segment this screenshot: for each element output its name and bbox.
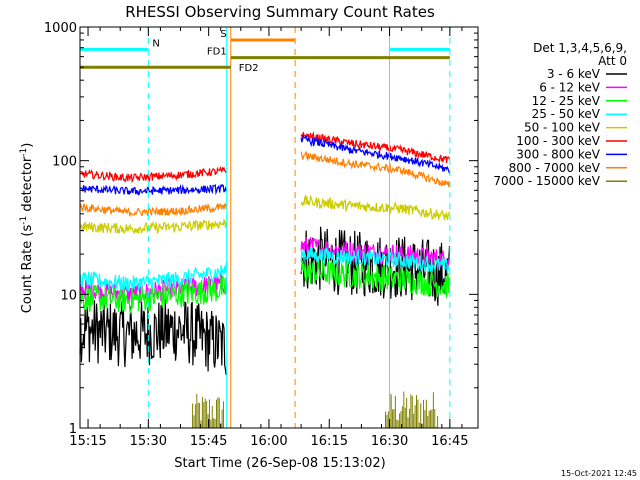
x-tick-label-2: 15:45: [190, 434, 227, 449]
flag-label-4: FD2: [239, 63, 259, 74]
legend-title-line1: Det 1,3,4,5,6,9,: [533, 41, 627, 55]
legend-label-7: 800 - 7000 keV: [509, 161, 601, 175]
axes-frame: [79, 26, 479, 429]
legend-label-6: 300 - 800 keV: [516, 147, 600, 161]
legend-label-8: 7000 - 15000 keV: [493, 174, 600, 188]
footer-date: 15-Oct-2021 12:45: [561, 469, 637, 478]
chart-title: RHESSI Observing Summary Count Rates: [125, 3, 435, 21]
flag-label-3: FD1: [207, 47, 227, 58]
legend-label-5: 100 - 300 keV: [516, 134, 600, 148]
flag-label-2: S: [220, 29, 226, 40]
series-trace-4-0: [79, 218, 227, 235]
legend-label-2: 12 - 25 keV: [532, 94, 601, 108]
y-tick-label-1: 10: [60, 288, 77, 303]
legend-label-4: 50 - 100 keV: [524, 121, 601, 135]
series-trace-3-0: [79, 263, 227, 292]
y-tick-label-2: 100: [52, 155, 77, 170]
series-trace-5-1: [300, 131, 451, 164]
series-trace-6-0: [79, 183, 227, 196]
legend-label-1: 6 - 12 keV: [539, 80, 601, 94]
x-tick-label-3: 16:00: [250, 434, 287, 449]
series-trace-7-0: [79, 202, 227, 218]
series-trace-5-0: [80, 165, 227, 184]
x-axis-label: Start Time (26-Sep-08 15:13:02): [174, 456, 385, 471]
flag-label-0: N: [152, 38, 159, 49]
x-tick-label-5: 16:30: [371, 434, 408, 449]
legend-label-0: 3 - 6 keV: [547, 67, 601, 81]
y-tick-label-0: 1: [69, 422, 77, 437]
series-trace-0-1: [300, 226, 451, 306]
series-trace-4-1: [300, 193, 451, 221]
x-tick-label-1: 15:30: [130, 434, 167, 449]
x-tick-label-4: 16:15: [311, 434, 348, 449]
legend-title-line2: Att 0: [598, 54, 627, 68]
series-trace-0-0: [79, 298, 227, 376]
series-trace-2-1: [300, 259, 451, 298]
series-trace-6-1: [300, 133, 451, 174]
y-axis-label: Count Rate (s-1 detector-1): [19, 143, 35, 314]
x-tick-label-0: 15:15: [69, 434, 106, 449]
series-trace-1-1: [300, 236, 451, 271]
legend-label-3: 25 - 50 keV: [532, 107, 601, 121]
series-trace-3-1: [300, 247, 451, 274]
plot-area: N S FD1 FD2 1 10 100 1000 15:15 15:30 15:45 16:00 16…: [44, 21, 479, 449]
series-trace-2-0: [79, 275, 227, 315]
y-tick-label-3: 1000: [44, 21, 77, 36]
series-trace-7-1: [300, 150, 451, 187]
x-tick-label-6: 16:45: [431, 434, 468, 449]
